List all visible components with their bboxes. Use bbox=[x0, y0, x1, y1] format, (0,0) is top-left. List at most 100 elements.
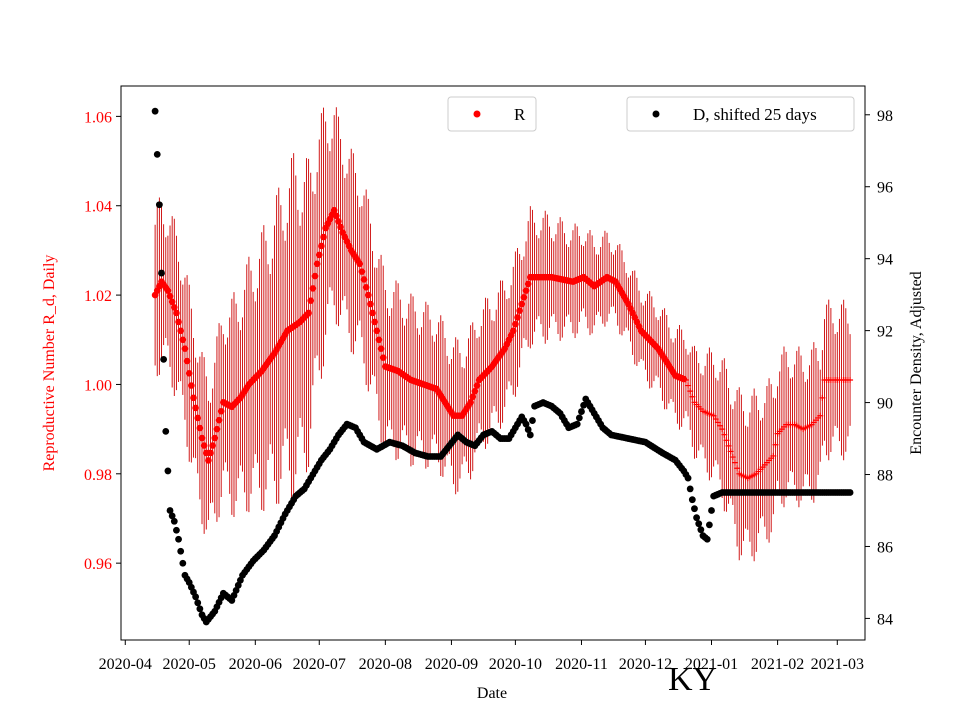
r-point bbox=[166, 292, 174, 300]
legend-d-marker bbox=[652, 110, 660, 118]
r-point bbox=[205, 457, 212, 464]
r-point bbox=[685, 382, 692, 389]
r-point bbox=[360, 276, 368, 283]
r-point bbox=[369, 309, 376, 317]
r-point bbox=[710, 412, 717, 419]
right-y-axis: 84 86 88 90 92 94 96 98 bbox=[865, 108, 893, 628]
r-point bbox=[190, 394, 197, 402]
d-point bbox=[697, 526, 705, 534]
r-point bbox=[772, 441, 779, 448]
r-point bbox=[375, 336, 383, 344]
left-y-tick-label: 1.00 bbox=[84, 377, 112, 394]
state-label: KY bbox=[668, 661, 717, 698]
r-point bbox=[211, 434, 219, 442]
r-point bbox=[313, 260, 321, 268]
right-y-axis-label: Encounter Density, Adjusted bbox=[908, 271, 925, 454]
right-y-tick-label: 84 bbox=[877, 611, 893, 628]
r-point bbox=[725, 442, 732, 449]
right-y-tick-label: 94 bbox=[877, 252, 893, 269]
r-point bbox=[509, 327, 517, 335]
r-point bbox=[337, 223, 344, 231]
d-point bbox=[703, 535, 711, 543]
r-point bbox=[309, 285, 317, 292]
right-y-tick-label: 86 bbox=[877, 539, 893, 556]
left-y-tick-label: 0.98 bbox=[84, 467, 112, 484]
legend-r-label: R bbox=[514, 105, 526, 124]
r-point bbox=[170, 304, 178, 311]
r-point bbox=[207, 449, 214, 457]
right-y-tick-label: 98 bbox=[877, 108, 893, 125]
r-point bbox=[335, 218, 342, 225]
d-point bbox=[168, 512, 176, 520]
r-point bbox=[717, 422, 724, 429]
d-point bbox=[575, 414, 583, 422]
plot-frame bbox=[120, 85, 866, 641]
right-y-tick-label: 90 bbox=[877, 396, 893, 413]
x-axis: 2020-04 2020-05 2020-06 2020-07 2020-08 2020-… bbox=[99, 640, 864, 673]
r-point bbox=[379, 354, 387, 361]
left-y-tick-label: 1.06 bbox=[84, 109, 112, 126]
r-point bbox=[734, 465, 741, 472]
r-point bbox=[689, 393, 696, 400]
d-point bbox=[688, 496, 696, 504]
x-tick-label: 2020-11 bbox=[555, 656, 608, 673]
d-point bbox=[192, 593, 200, 601]
d-point bbox=[155, 201, 163, 209]
x-tick-label: 2020-07 bbox=[293, 656, 346, 673]
d-point bbox=[158, 269, 165, 277]
legend-d-label: D, shifted 25 days bbox=[693, 105, 817, 124]
r-point bbox=[320, 233, 327, 241]
x-tick-label: 2021-03 bbox=[811, 656, 864, 673]
r-series bbox=[151, 206, 854, 482]
r-point bbox=[371, 318, 378, 326]
d-point bbox=[177, 547, 185, 555]
r-point bbox=[520, 294, 528, 301]
r-point bbox=[714, 419, 721, 426]
r-point bbox=[188, 382, 195, 389]
x-tick-label: 2020-05 bbox=[163, 656, 216, 673]
r-point bbox=[516, 307, 523, 315]
x-tick-label: 2021-01 bbox=[685, 656, 738, 673]
r-point bbox=[200, 442, 208, 449]
r-point bbox=[518, 300, 526, 308]
r-point bbox=[712, 416, 719, 423]
x-axis-label: Date bbox=[477, 685, 507, 702]
r-point bbox=[183, 357, 191, 365]
d-point bbox=[173, 526, 180, 534]
d-point bbox=[695, 520, 703, 528]
r-point bbox=[358, 268, 366, 275]
r-point bbox=[373, 327, 381, 335]
r-point bbox=[177, 327, 184, 335]
r-point bbox=[467, 399, 474, 406]
d-series bbox=[151, 107, 854, 626]
r-point bbox=[524, 280, 532, 288]
r-point bbox=[719, 426, 726, 433]
r-point bbox=[311, 272, 319, 280]
r-point bbox=[192, 404, 199, 412]
r-point bbox=[682, 376, 689, 383]
left-y-axis: 0.96 0.98 1.00 1.02 1.04 1.06 bbox=[84, 109, 121, 573]
right-y-tick-label: 96 bbox=[877, 180, 893, 197]
x-tick-label: 2020-04 bbox=[99, 656, 152, 673]
r-point bbox=[305, 309, 312, 317]
r-point bbox=[723, 437, 730, 444]
legend-r-box bbox=[447, 96, 537, 132]
r-point bbox=[307, 297, 315, 304]
r-point bbox=[318, 242, 325, 250]
d-point bbox=[529, 417, 536, 424]
d-point bbox=[175, 535, 182, 543]
r-point bbox=[729, 454, 736, 461]
r-point bbox=[196, 424, 204, 432]
legend-d: D, shifted 25 days bbox=[626, 96, 855, 132]
x-tick-label: 2020-09 bbox=[425, 656, 478, 673]
d-point bbox=[164, 467, 172, 475]
d-point bbox=[162, 427, 170, 435]
r-point bbox=[847, 376, 854, 383]
d-point bbox=[705, 521, 713, 529]
r-point bbox=[164, 287, 172, 294]
d-point bbox=[166, 507, 174, 514]
r-point bbox=[727, 448, 734, 455]
r-point bbox=[179, 336, 187, 344]
r-point bbox=[356, 260, 364, 268]
r-point bbox=[185, 369, 193, 377]
